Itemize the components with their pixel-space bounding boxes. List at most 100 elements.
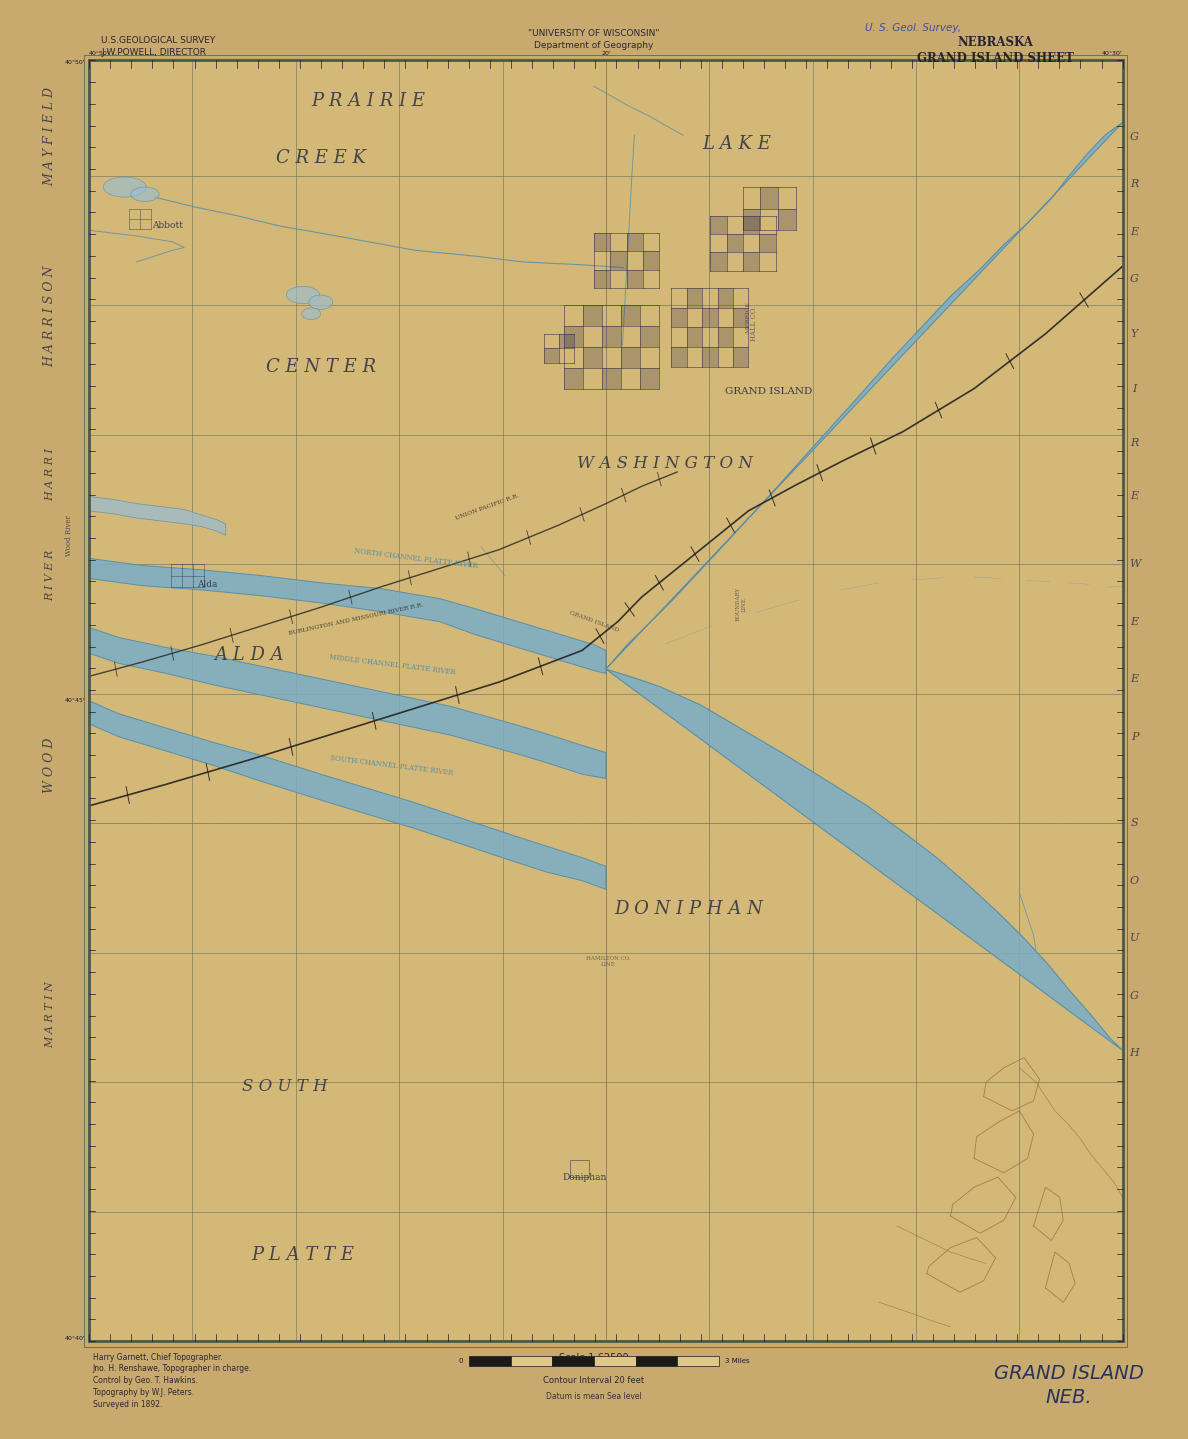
Bar <box>643 252 659 269</box>
Text: M A R T I N: M A R T I N <box>45 981 55 1048</box>
Text: SOUTH CHANNEL PLATTE RIVER: SOUTH CHANNEL PLATTE RIVER <box>330 754 454 777</box>
Text: E: E <box>1131 675 1138 684</box>
Bar <box>469 1356 511 1366</box>
Bar <box>759 235 776 252</box>
Text: 40°50': 40°50' <box>89 52 109 56</box>
Text: H A R R I S O N: H A R R I S O N <box>44 266 56 367</box>
Text: Harry Garnett, Chief Topographer.
Jno. H. Renshawe, Topographer in charge.
Contr: Harry Garnett, Chief Topographer. Jno. H… <box>93 1353 252 1409</box>
Bar <box>710 252 727 271</box>
Text: GRAND ISLAND: GRAND ISLAND <box>725 387 811 396</box>
Text: W O O D: W O O D <box>44 738 56 793</box>
Text: Alda: Alda <box>197 580 217 589</box>
Text: L A K E: L A K E <box>702 135 771 153</box>
Bar <box>602 368 621 389</box>
Polygon shape <box>89 627 606 778</box>
Bar <box>89 60 1123 1341</box>
Bar <box>570 1160 589 1177</box>
Bar <box>627 269 643 288</box>
Bar <box>583 347 602 368</box>
Text: HAMILTON CO.
LINE: HAMILTON CO. LINE <box>586 955 631 967</box>
Bar <box>702 308 718 327</box>
Bar <box>744 216 759 235</box>
Text: UNION PACIFIC R.R.: UNION PACIFIC R.R. <box>455 492 519 521</box>
Text: P: P <box>1131 732 1138 741</box>
Ellipse shape <box>286 286 320 304</box>
Bar <box>583 305 602 327</box>
Bar <box>89 60 1123 1341</box>
Bar <box>640 368 659 389</box>
Bar <box>627 233 643 252</box>
Text: P R A I R I E: P R A I R I E <box>311 92 425 109</box>
Text: BOUNDARY
LINE: BOUNDARY LINE <box>735 587 747 622</box>
Text: NORTH CHANNEL PLATTE RIVER: NORTH CHANNEL PLATTE RIVER <box>354 547 478 570</box>
Polygon shape <box>89 496 226 535</box>
Bar <box>84 55 1127 1347</box>
Text: "UNIVERSITY OF WISCONSIN"
Department of Geography: "UNIVERSITY OF WISCONSIN" Department of … <box>529 29 659 49</box>
Bar <box>710 216 727 235</box>
Text: MIDDLE CHANNEL PLATTE RIVER: MIDDLE CHANNEL PLATTE RIVER <box>328 653 456 676</box>
Text: R: R <box>1130 180 1139 189</box>
Text: G: G <box>1130 991 1139 1000</box>
Bar <box>511 1356 552 1366</box>
Text: 40°50': 40°50' <box>65 60 86 65</box>
Text: 20': 20' <box>601 52 611 56</box>
Polygon shape <box>606 122 1123 1050</box>
Text: 40°40': 40°40' <box>65 1337 86 1341</box>
Text: GRAND ISLAND
NEB.: GRAND ISLAND NEB. <box>994 1364 1144 1407</box>
Text: U.S.GEOLOGICAL SURVEY
J.W.POWELL, DIRECTOR: U.S.GEOLOGICAL SURVEY J.W.POWELL, DIRECT… <box>101 36 215 56</box>
Bar <box>621 347 640 368</box>
Bar <box>687 288 702 308</box>
Bar <box>564 368 583 389</box>
Text: Datum is mean Sea level: Datum is mean Sea level <box>546 1392 642 1400</box>
Text: H: H <box>1130 1049 1139 1058</box>
Bar <box>640 327 659 347</box>
Text: U: U <box>1130 934 1139 943</box>
Text: Doniphan: Doniphan <box>562 1173 607 1181</box>
Text: O: O <box>1130 876 1139 885</box>
Text: Y: Y <box>1131 330 1138 338</box>
Bar <box>611 252 627 269</box>
Text: Contour Interval 20 feet: Contour Interval 20 feet <box>543 1376 645 1384</box>
Text: Abbott: Abbott <box>152 222 183 230</box>
Text: Wood River: Wood River <box>65 515 72 555</box>
Polygon shape <box>89 701 606 889</box>
Text: 0: 0 <box>459 1357 463 1364</box>
Text: HALL CO.: HALL CO. <box>751 307 758 341</box>
Text: BURLINGTON AND MISSOURI RIVER R.R.: BURLINGTON AND MISSOURI RIVER R.R. <box>289 602 424 636</box>
Text: S O U T H: S O U T H <box>242 1078 328 1095</box>
Bar <box>594 1356 636 1366</box>
Bar <box>552 1356 594 1366</box>
Text: 40°30': 40°30' <box>1102 52 1123 56</box>
Polygon shape <box>89 558 606 673</box>
Text: NEBRASKA
GRAND ISLAND SHEET: NEBRASKA GRAND ISLAND SHEET <box>917 36 1074 65</box>
Ellipse shape <box>309 295 333 309</box>
Text: 40°45': 40°45' <box>65 698 86 704</box>
Text: G: G <box>1130 275 1139 283</box>
Text: 3 Miles: 3 Miles <box>725 1357 750 1364</box>
Text: GRAND ISLAND: GRAND ISLAND <box>569 610 619 633</box>
Text: M A Y F I E L D: M A Y F I E L D <box>44 88 56 186</box>
Ellipse shape <box>103 177 146 197</box>
Text: P L A T T E: P L A T T E <box>252 1246 354 1263</box>
Bar <box>677 1356 719 1366</box>
Bar <box>544 348 560 363</box>
Ellipse shape <box>302 308 321 319</box>
Text: D O N I P H A N: D O N I P H A N <box>614 901 764 918</box>
Text: U. S. Geol. Survey,: U. S. Geol. Survey, <box>865 23 961 33</box>
Text: H A R R I: H A R R I <box>45 449 55 501</box>
Text: E: E <box>1131 492 1138 501</box>
Text: E: E <box>1131 617 1138 626</box>
Bar <box>778 209 796 230</box>
Bar <box>744 252 759 271</box>
Text: Scale 1:62500: Scale 1:62500 <box>560 1353 628 1363</box>
Text: G: G <box>1130 132 1139 141</box>
Ellipse shape <box>131 187 159 201</box>
Bar <box>636 1356 677 1366</box>
Bar <box>733 347 748 367</box>
Text: R: R <box>1130 439 1139 448</box>
Text: A L D A: A L D A <box>215 646 284 663</box>
Bar <box>727 235 744 252</box>
Bar <box>671 347 687 367</box>
Bar <box>594 269 611 288</box>
Text: C R E E K: C R E E K <box>276 150 366 167</box>
